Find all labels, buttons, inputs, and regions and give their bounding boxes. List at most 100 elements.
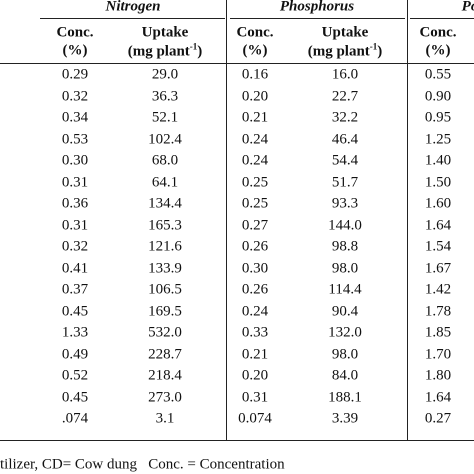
- cell: 1.80: [424, 367, 452, 384]
- footer-note: tilizer, CD= Cow dung Conc. = Concentrat…: [0, 456, 285, 473]
- cell: 165.3: [148, 217, 182, 233]
- cell: 1.70: [424, 346, 452, 362]
- cell: 0.20: [241, 88, 269, 104]
- cell: 0.26: [241, 238, 269, 255]
- cell: 0.55: [424, 66, 452, 83]
- cell: 114.4: [328, 281, 362, 298]
- cell: 1.64: [424, 389, 452, 405]
- column-header: Uptake: [141, 24, 189, 41]
- cell: 0.21: [241, 109, 269, 126]
- cell: 1.40: [424, 152, 452, 169]
- unit-sup: -1: [369, 41, 378, 52]
- column-unit: (mg plant-1): [127, 41, 203, 60]
- column-unit: (%): [62, 42, 88, 59]
- unit-text: (mg plant: [127, 43, 190, 60]
- group-header: Nitrogen: [105, 0, 161, 15]
- cell: 0.49: [61, 346, 89, 362]
- cell: 1.50: [424, 174, 452, 190]
- cell: 64.1: [151, 174, 179, 190]
- cell: 0.27: [241, 217, 269, 233]
- cell: 32.2: [331, 109, 359, 126]
- cell: 0.31: [61, 174, 89, 190]
- cell: 0.20: [241, 367, 269, 384]
- cell: 0.25: [241, 195, 269, 212]
- rule: [0, 440, 474, 441]
- rule: [40, 18, 225, 19]
- cell: 36.3: [151, 88, 179, 104]
- cell: 22.7: [331, 88, 359, 104]
- cell: 134.4: [148, 195, 182, 212]
- cell: 0.32: [61, 88, 89, 104]
- cell: 54.4: [331, 152, 359, 169]
- cell: 3.1: [155, 410, 175, 427]
- cell: 0.074: [238, 410, 272, 427]
- cell: 16.0: [331, 66, 359, 83]
- column-unit: (%): [425, 42, 451, 59]
- cell: 133.9: [148, 260, 182, 276]
- cell: 0.30: [61, 152, 89, 169]
- unit-close: ): [377, 43, 383, 60]
- rule: [410, 18, 474, 19]
- cell: 0.45: [61, 303, 89, 319]
- unit-close: ): [197, 43, 203, 60]
- cell: 0.32: [61, 238, 89, 255]
- cell: 169.5: [148, 303, 182, 319]
- cell: 0.31: [61, 217, 89, 233]
- cell: 0.24: [241, 131, 269, 147]
- cell: 1.42: [424, 281, 452, 298]
- unit-sup: -1: [189, 41, 198, 52]
- cell: 98.8: [331, 238, 359, 255]
- group-header: Po: [461, 0, 474, 15]
- cell: 132.0: [328, 324, 362, 341]
- cell: 1.25: [424, 131, 452, 147]
- cell: 121.6: [148, 238, 182, 255]
- cell: 1.60: [424, 195, 452, 212]
- cell: 106.5: [148, 281, 182, 298]
- cell: 1.54: [424, 238, 452, 255]
- unit-text: (mg plant: [307, 43, 370, 60]
- cell: 52.1: [151, 109, 179, 126]
- cell: 273.0: [148, 389, 182, 405]
- cell: 0.24: [241, 152, 269, 169]
- cell: 51.7: [331, 174, 359, 190]
- cell: 1.64: [424, 217, 452, 233]
- column-header: Conc.: [56, 24, 94, 41]
- cell: 0.41: [61, 260, 89, 276]
- rule: [0, 63, 474, 64]
- cell: 0.90: [424, 88, 452, 104]
- cell: .074: [61, 410, 89, 427]
- column-unit: (mg plant-1): [307, 41, 383, 60]
- column-header: Conc.: [236, 24, 274, 41]
- cell: 0.21: [241, 346, 269, 362]
- cell: 90.4: [331, 303, 359, 319]
- cell: 0.25: [241, 174, 269, 190]
- cell: 0.36: [61, 195, 89, 212]
- cell: 84.0: [331, 367, 359, 384]
- cell: 98.0: [331, 346, 359, 362]
- cell: 228.7: [148, 346, 182, 362]
- cell: 0.16: [241, 66, 269, 83]
- cell: 102.4: [148, 131, 182, 147]
- cell: 144.0: [328, 217, 362, 233]
- cell: 1.33: [61, 324, 89, 341]
- column-header: Conc.: [419, 24, 457, 41]
- cell: 68.0: [151, 152, 179, 169]
- cell: 0.31: [241, 389, 269, 405]
- cell: 98.0: [331, 260, 359, 276]
- group-header: Phosphorus: [279, 0, 355, 15]
- cell: 0.45: [61, 389, 89, 405]
- cell: 0.53: [61, 131, 89, 147]
- cell: 3.39: [331, 410, 359, 427]
- column-unit: (%): [242, 42, 268, 59]
- cell: 1.67: [424, 260, 452, 276]
- cell: 0.29: [61, 66, 89, 83]
- cell: 93.3: [331, 195, 359, 212]
- rule: [230, 18, 405, 19]
- cell: 46.4: [331, 131, 359, 147]
- cell: 0.95: [424, 109, 452, 126]
- cell: 29.0: [151, 66, 179, 83]
- cell: 0.24: [241, 303, 269, 319]
- cell: 0.26: [241, 281, 269, 298]
- cell: 0.33: [241, 324, 269, 341]
